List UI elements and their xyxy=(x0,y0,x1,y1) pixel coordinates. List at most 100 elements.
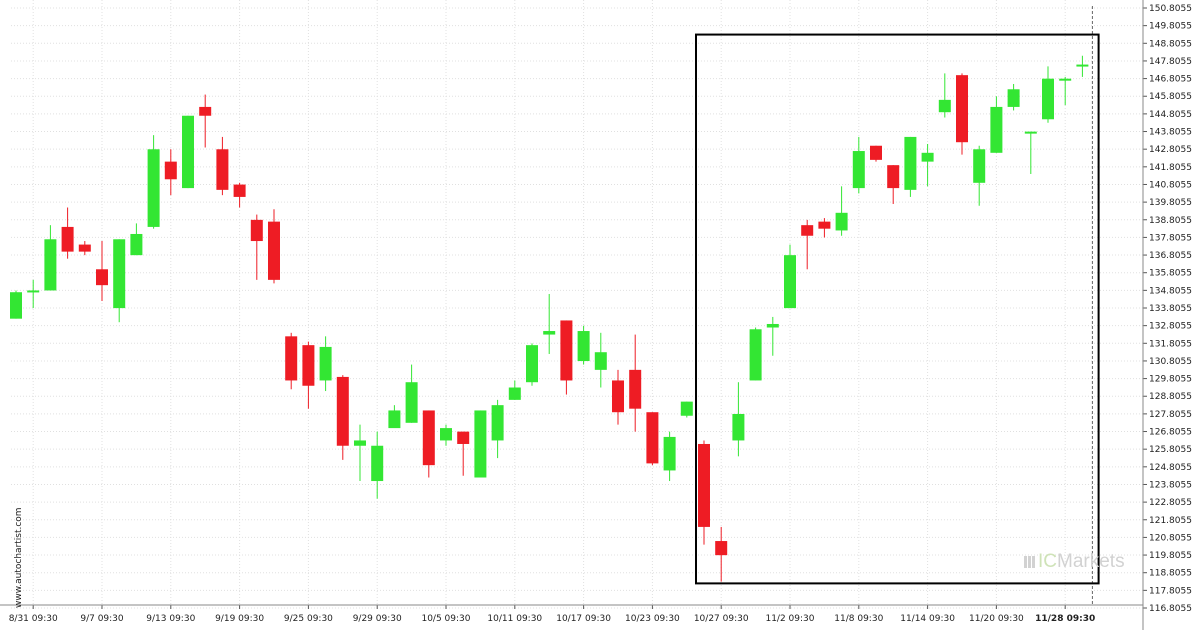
candle-body xyxy=(526,345,538,383)
y-tick-label: 143.8055 xyxy=(1149,128,1192,138)
x-tick-label: 11/14 09:30 xyxy=(900,614,955,624)
candle-body xyxy=(27,290,40,293)
y-tick-label: 144.8055 xyxy=(1149,110,1192,120)
y-tick-label: 119.8055 xyxy=(1149,551,1192,561)
candle-body xyxy=(629,369,642,409)
candle-body xyxy=(577,331,590,362)
x-tick-label: 10/5 09:30 xyxy=(421,614,470,624)
candle-body xyxy=(61,226,74,252)
y-tick-label: 116.8055 xyxy=(1149,604,1192,614)
candle-body xyxy=(904,136,917,190)
y-tick-label: 131.8055 xyxy=(1149,339,1192,349)
y-tick-label: 117.8055 xyxy=(1149,586,1192,596)
x-tick-label: 10/23 09:30 xyxy=(625,614,680,624)
candle-body xyxy=(233,184,246,197)
y-tick-label: 128.8055 xyxy=(1149,392,1192,402)
candle-body xyxy=(457,431,470,444)
x-tick-label: 11/20 09:30 xyxy=(969,614,1024,624)
y-tick-label: 133.8055 xyxy=(1149,304,1192,314)
y-tick-label: 145.8055 xyxy=(1149,92,1192,102)
y-tick-label: 135.8055 xyxy=(1149,269,1192,279)
candle-body xyxy=(715,541,728,556)
y-tick-label: 140.8055 xyxy=(1149,180,1192,190)
candle-body xyxy=(784,255,796,309)
candle-body xyxy=(354,440,366,446)
candle-body xyxy=(921,152,934,162)
candle-body xyxy=(371,445,384,482)
candle-body xyxy=(422,410,435,466)
candle-body xyxy=(268,221,280,280)
candle-body xyxy=(250,219,263,242)
y-tick-label: 134.8055 xyxy=(1149,286,1192,296)
grid-lines xyxy=(11,0,1143,609)
x-tick-label: 9/29 09:30 xyxy=(353,614,402,624)
y-tick-label: 148.8055 xyxy=(1149,39,1192,49)
y-tick-label: 127.8055 xyxy=(1149,410,1192,420)
y-tick-label: 139.8055 xyxy=(1149,198,1192,208)
y-tick-label: 124.8055 xyxy=(1149,463,1192,473)
candle-body xyxy=(732,413,745,441)
candle-body xyxy=(835,212,848,231)
candle-body xyxy=(96,269,108,286)
candle-body xyxy=(474,410,487,478)
x-tick-label: 10/27 09:30 xyxy=(694,614,749,624)
broker-logo: ICMarkets xyxy=(1024,551,1125,573)
candle-body xyxy=(594,352,607,370)
candle-body xyxy=(78,244,91,252)
candle-body xyxy=(973,149,986,183)
x-tick-label: 8/31 09:30 xyxy=(9,614,58,624)
y-tick-label: 120.8055 xyxy=(1149,533,1192,543)
candle-body xyxy=(990,106,1003,153)
candle-body xyxy=(543,331,556,335)
logo-markets-text: Markets xyxy=(1057,551,1125,572)
y-tick-label: 130.8055 xyxy=(1149,357,1192,367)
x-tick-label: 9/19 09:30 xyxy=(215,614,264,624)
x-axis: 8/31 09:30 9/7 09:30 9/13 09:30 9/19 09:30 9… xyxy=(0,604,1143,624)
y-tick-label: 149.8055 xyxy=(1149,22,1192,32)
candlestick-series xyxy=(10,55,1089,582)
logo-bars-icon xyxy=(1024,556,1036,568)
y-tick-label: 123.8055 xyxy=(1149,480,1192,490)
candle-body xyxy=(1024,131,1037,134)
y-axis: 150.8055 149.8055 148.8055 147.8055 146.8055… xyxy=(1142,0,1192,630)
candle-body xyxy=(1042,78,1054,120)
candle-body xyxy=(1076,64,1089,67)
watermark-text: www.autochartist.com xyxy=(14,507,24,608)
candle-body xyxy=(285,336,298,381)
candle-body xyxy=(766,323,779,328)
candle-body xyxy=(646,412,659,464)
candle-body xyxy=(147,149,160,227)
y-tick-label: 142.8055 xyxy=(1149,145,1192,155)
y-tick-label: 132.8055 xyxy=(1149,322,1192,332)
candle-body xyxy=(698,443,710,527)
y-tick-label: 137.8055 xyxy=(1149,233,1192,243)
candle-body xyxy=(113,239,126,309)
candle-body xyxy=(199,106,212,116)
x-tick-label: 9/7 09:30 xyxy=(80,614,124,624)
y-tick-label: 138.8055 xyxy=(1149,216,1192,226)
candle-body xyxy=(491,405,504,441)
candle-body xyxy=(956,75,968,143)
candle-body xyxy=(405,382,418,423)
y-tick-label: 118.8055 xyxy=(1149,569,1192,579)
x-tick-label: 11/2 09:30 xyxy=(765,614,814,624)
candle-body xyxy=(44,239,57,291)
pattern-box xyxy=(695,6,1100,605)
y-tick-label: 129.8055 xyxy=(1149,375,1192,385)
candle-body xyxy=(508,387,521,400)
candle-body xyxy=(887,165,900,189)
candle-body xyxy=(440,428,452,441)
x-tick-label: 10/11 09:30 xyxy=(487,614,542,624)
y-tick-label: 147.8055 xyxy=(1149,57,1192,67)
candle-body xyxy=(749,329,762,381)
candle-body xyxy=(870,145,882,160)
x-tick-label: 11/8 09:30 xyxy=(834,614,883,624)
candle-body xyxy=(388,410,401,429)
candle-body xyxy=(336,376,349,446)
pattern-rectangle xyxy=(695,33,1100,585)
logo-ic-text: IC xyxy=(1038,551,1057,572)
candle-body xyxy=(938,99,951,113)
candle-body xyxy=(10,292,22,319)
y-tick-label: 136.8055 xyxy=(1149,251,1192,261)
